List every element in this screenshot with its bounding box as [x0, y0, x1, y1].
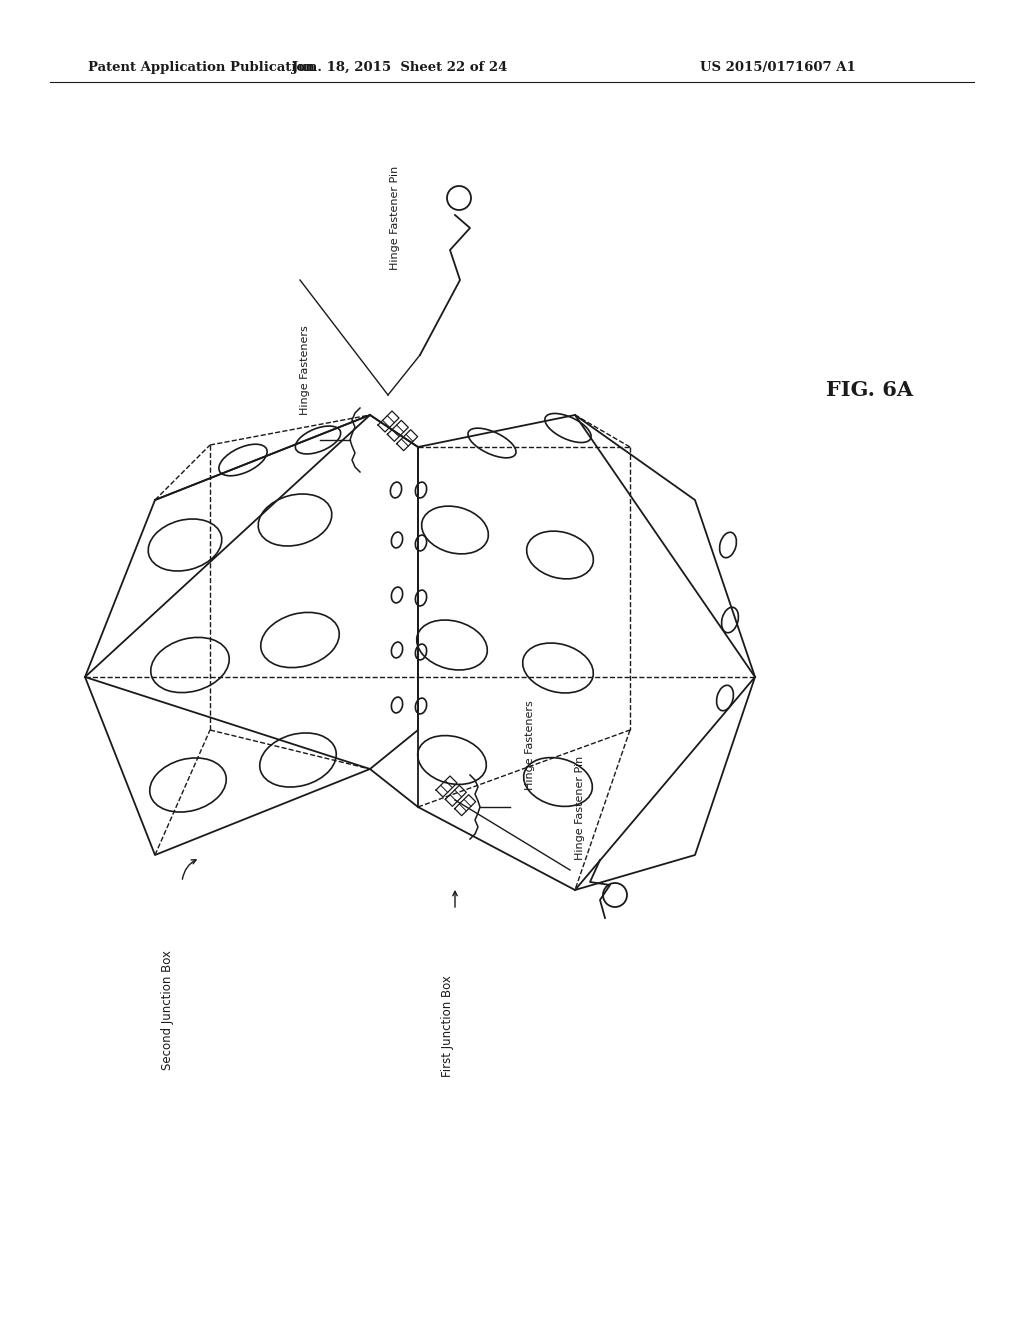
FancyArrowPatch shape: [453, 891, 458, 907]
Text: Second Junction Box: Second Junction Box: [161, 950, 173, 1071]
Text: US 2015/0171607 A1: US 2015/0171607 A1: [700, 62, 856, 74]
Text: Jun. 18, 2015  Sheet 22 of 24: Jun. 18, 2015 Sheet 22 of 24: [292, 62, 508, 74]
Text: Patent Application Publication: Patent Application Publication: [88, 62, 314, 74]
Text: Hinge Fastener Pin: Hinge Fastener Pin: [390, 166, 400, 271]
Text: Hinge Fastener Pin: Hinge Fastener Pin: [575, 756, 585, 861]
Text: Hinge Fasteners: Hinge Fasteners: [300, 325, 310, 414]
Text: First Junction Box: First Junction Box: [441, 975, 455, 1077]
FancyArrowPatch shape: [182, 859, 196, 879]
Text: Hinge Fasteners: Hinge Fasteners: [525, 700, 535, 789]
Text: FIG. 6A: FIG. 6A: [826, 380, 913, 400]
